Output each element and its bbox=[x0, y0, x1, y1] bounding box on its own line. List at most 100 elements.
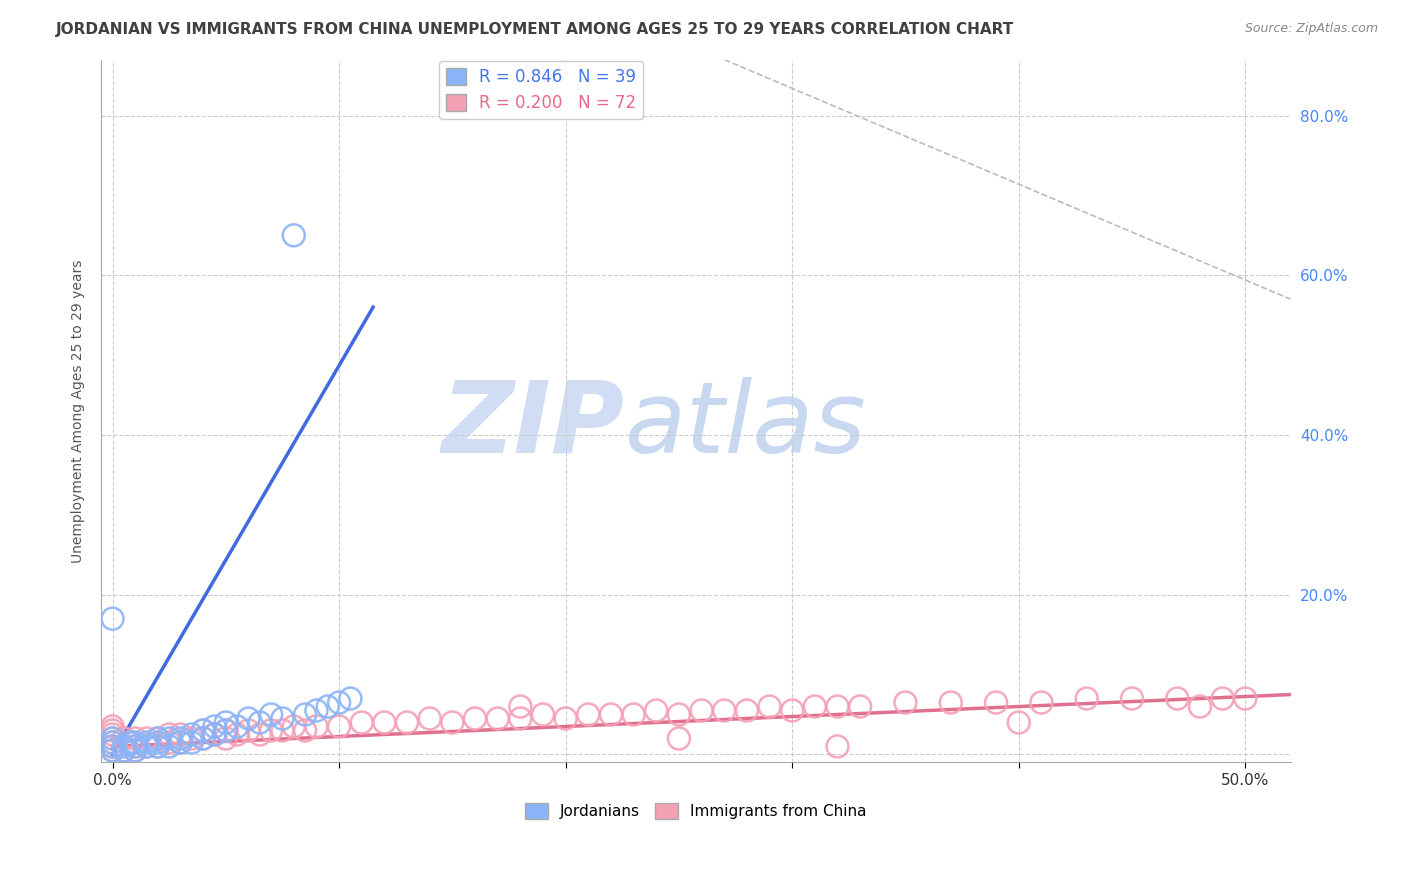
Point bbox=[939, 696, 962, 710]
Point bbox=[112, 739, 135, 754]
Point bbox=[157, 739, 180, 754]
Point bbox=[204, 727, 226, 741]
Point bbox=[758, 699, 780, 714]
Point bbox=[804, 699, 827, 714]
Point bbox=[509, 699, 531, 714]
Point bbox=[668, 707, 690, 722]
Point bbox=[124, 743, 146, 757]
Point bbox=[169, 731, 191, 746]
Point bbox=[623, 707, 645, 722]
Point bbox=[124, 739, 146, 754]
Point bbox=[441, 715, 464, 730]
Point bbox=[1031, 696, 1053, 710]
Point bbox=[191, 723, 214, 738]
Point bbox=[112, 743, 135, 757]
Point bbox=[169, 735, 191, 749]
Point bbox=[112, 731, 135, 746]
Text: atlas: atlas bbox=[624, 376, 866, 474]
Point bbox=[101, 612, 124, 626]
Point bbox=[668, 731, 690, 746]
Point bbox=[146, 739, 169, 754]
Point bbox=[169, 735, 191, 749]
Point bbox=[249, 715, 271, 730]
Point bbox=[1008, 715, 1031, 730]
Point bbox=[509, 712, 531, 726]
Point bbox=[101, 731, 124, 746]
Point bbox=[169, 727, 191, 741]
Point bbox=[271, 723, 294, 738]
Point bbox=[713, 704, 735, 718]
Point bbox=[238, 712, 260, 726]
Legend: Jordanians, Immigrants from China: Jordanians, Immigrants from China bbox=[519, 797, 873, 825]
Point bbox=[645, 704, 668, 718]
Point bbox=[204, 727, 226, 741]
Point bbox=[531, 707, 554, 722]
Point bbox=[157, 735, 180, 749]
Point bbox=[1121, 691, 1143, 706]
Point bbox=[827, 699, 849, 714]
Point bbox=[283, 719, 305, 733]
Point bbox=[419, 712, 441, 726]
Point bbox=[1234, 691, 1257, 706]
Point bbox=[283, 228, 305, 243]
Point bbox=[827, 739, 849, 754]
Y-axis label: Unemployment Among Ages 25 to 29 years: Unemployment Among Ages 25 to 29 years bbox=[72, 260, 86, 563]
Text: Source: ZipAtlas.com: Source: ZipAtlas.com bbox=[1244, 22, 1378, 36]
Point bbox=[135, 739, 157, 754]
Point bbox=[124, 735, 146, 749]
Point bbox=[1076, 691, 1098, 706]
Point bbox=[339, 691, 361, 706]
Point bbox=[101, 731, 124, 746]
Point bbox=[135, 739, 157, 754]
Point bbox=[191, 731, 214, 746]
Point bbox=[1212, 691, 1234, 706]
Point bbox=[120, 735, 142, 749]
Point bbox=[101, 739, 124, 754]
Point bbox=[146, 739, 169, 754]
Point bbox=[215, 723, 238, 738]
Point bbox=[373, 715, 395, 730]
Point bbox=[215, 723, 238, 738]
Point bbox=[396, 715, 419, 730]
Point bbox=[101, 743, 124, 757]
Point bbox=[204, 719, 226, 733]
Point bbox=[124, 739, 146, 754]
Point bbox=[350, 715, 373, 730]
Point bbox=[294, 707, 316, 722]
Point bbox=[101, 727, 124, 741]
Point bbox=[849, 699, 872, 714]
Point bbox=[316, 699, 339, 714]
Point bbox=[124, 743, 146, 757]
Point bbox=[294, 723, 316, 738]
Point bbox=[191, 731, 214, 746]
Point bbox=[226, 727, 249, 741]
Point bbox=[780, 704, 803, 718]
Point bbox=[226, 719, 249, 733]
Point bbox=[101, 723, 124, 738]
Point bbox=[576, 707, 599, 722]
Point bbox=[101, 719, 124, 733]
Point bbox=[135, 731, 157, 746]
Point bbox=[271, 712, 294, 726]
Point bbox=[894, 696, 917, 710]
Point bbox=[146, 735, 169, 749]
Point bbox=[215, 731, 238, 746]
Point bbox=[146, 731, 169, 746]
Point bbox=[146, 731, 169, 746]
Point bbox=[328, 696, 350, 710]
Point bbox=[328, 719, 350, 733]
Point bbox=[157, 727, 180, 741]
Text: ZIP: ZIP bbox=[441, 376, 624, 474]
Point bbox=[554, 712, 576, 726]
Point bbox=[1188, 699, 1211, 714]
Point bbox=[101, 735, 124, 749]
Point bbox=[180, 727, 202, 741]
Point bbox=[135, 735, 157, 749]
Point bbox=[305, 704, 328, 718]
Point bbox=[124, 731, 146, 746]
Point bbox=[249, 727, 271, 741]
Point bbox=[690, 704, 713, 718]
Point bbox=[215, 715, 238, 730]
Point bbox=[101, 735, 124, 749]
Point bbox=[238, 723, 260, 738]
